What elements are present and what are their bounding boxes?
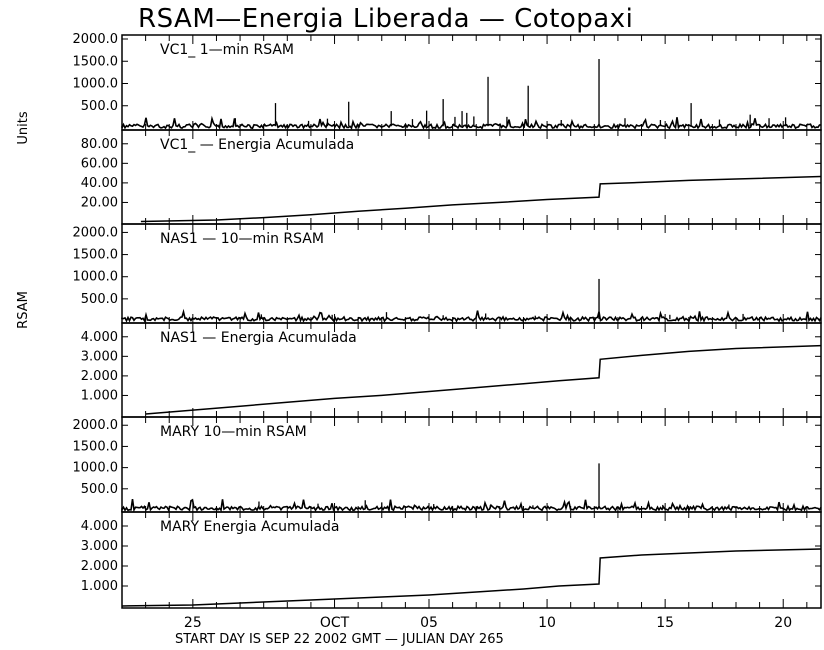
y-tick-label: 1500.0 [73,54,119,69]
rsam-trace [121,308,822,323]
panel: VC1_ 1—min RSAM 2000.0 1500.0 1000.0 500.0 [73,32,822,131]
panel: NAS1 — Energia Acumulada 4.000 3.000 2.000 1… [81,322,822,418]
y-tick-label: 500.0 [81,292,118,307]
panels-group: VC1_ 1—min RSAM2000.01500.01000.0500.0VC… [73,32,822,609]
y-tick-label: 1500.0 [73,248,119,263]
y-tick-label: 2000.0 [73,32,119,47]
panel-title: MARY 10—min RSAM [160,424,307,440]
y-tick-label: 1000.0 [73,77,119,92]
panel-title: VC1_ 1—min RSAM [160,42,294,58]
x-tick-label: 20 [774,615,792,631]
y-label-units: Units [16,111,31,144]
x-tick-label: 15 [656,615,674,631]
x-tick-label: 25 [184,615,202,631]
y-tick-label: 4.000 [81,330,118,345]
panel: MARY Energia Acumulada 4.000 3.000 2.000 1.0… [81,511,822,609]
y-tick-label: 500.0 [81,482,118,497]
x-tick-label: OCT [320,615,350,631]
x-axis: 25 OCT 05 10 15 20 [184,615,792,631]
y-tick-label: 40.00 [81,176,118,191]
panel-frame [121,511,822,609]
y-tick-label: 20.00 [81,195,118,210]
y-tick-label: 4.000 [81,519,118,534]
panel-title: MARY Energia Acumulada [160,519,339,535]
energy-line [145,344,822,415]
panel-title: NAS1 — 10—min RSAM [160,231,324,247]
rsam-trace [121,498,822,513]
y-tick-label: 1.000 [81,388,118,403]
y-tick-label: 3.000 [81,539,118,554]
y-label-rsam: RSAM [16,291,31,329]
panel: VC1_ — Energia Acumulada 80.00 60.00 40.00 2… [81,129,822,225]
x-tick-label: 10 [538,615,556,631]
panel-title: NAS1 — Energia Acumulada [160,330,357,346]
y-tick-label: 500.0 [81,99,118,114]
rsam-trace [121,115,822,130]
x-tick-label: 05 [420,615,438,631]
panel: NAS1 — 10—min RSAM 2000.0 1500.0 1000.0 500.… [73,223,822,324]
energy-line [140,175,822,223]
energy-line [121,548,822,607]
y-tick-label: 1000.0 [73,461,119,476]
y-tick-label: 2000.0 [73,418,119,433]
chart-title: RSAM—Energia Liberada — Cotopaxi [138,4,633,34]
y-tick-label: 1.000 [81,579,118,594]
panel: MARY 10—min RSAM 2000.0 1500.0 1000.0 500.0 [73,416,822,513]
x-axis-footer: START DAY IS SEP 22 2002 GMT — JULIAN DA… [175,632,504,647]
y-tick-label: 1500.0 [73,439,119,454]
y-tick-label: 2000.0 [73,225,119,240]
y-tick-label: 60.00 [81,156,118,171]
panel-title: VC1_ — Energia Acumulada [160,137,354,153]
y-tick-label: 1000.0 [73,270,119,285]
y-tick-label: 3.000 [81,349,118,364]
y-tick-label: 2.000 [81,369,118,384]
y-tick-label: 80.00 [81,137,118,152]
y-tick-label: 2.000 [81,559,118,574]
